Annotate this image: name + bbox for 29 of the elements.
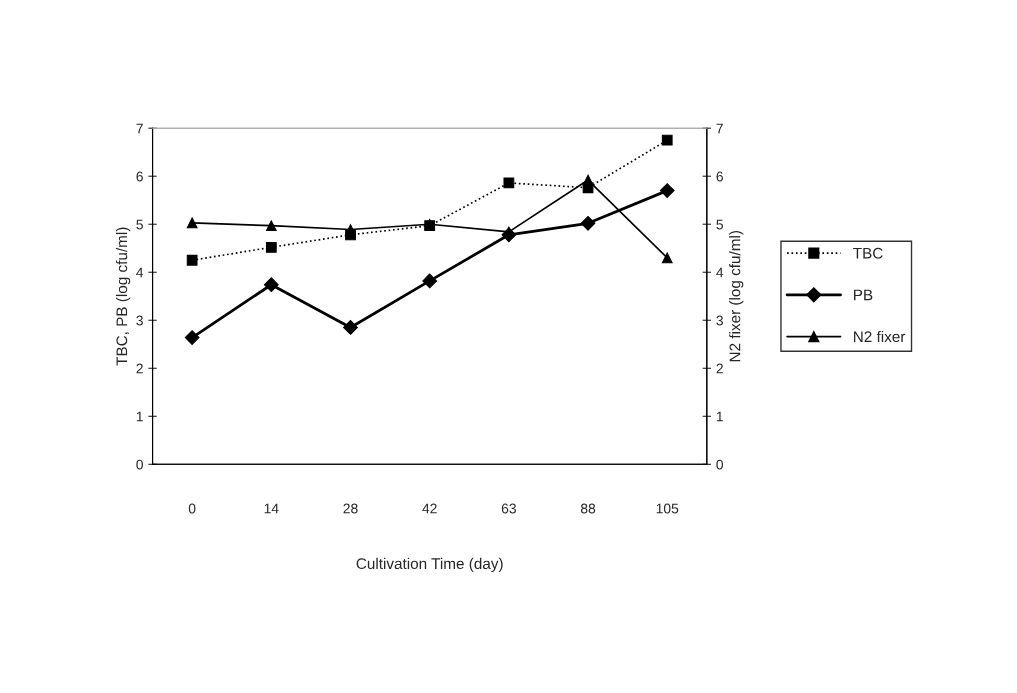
y-tick-label: 6 xyxy=(136,171,143,182)
y2-tick-label: 3 xyxy=(716,315,723,326)
y-tick-label: 5 xyxy=(136,219,143,230)
x-tick-label: 28 xyxy=(343,503,358,514)
x-tick-label: 105 xyxy=(656,503,679,514)
y2-tick-label: 5 xyxy=(716,219,723,230)
y2-tick-label: 1 xyxy=(716,411,723,422)
y-tick-label: 4 xyxy=(136,267,144,278)
y2-tick-label: 7 xyxy=(716,123,723,134)
y-tick-label: 0 xyxy=(136,459,143,470)
legend-label: TBC xyxy=(853,247,883,259)
y2-tick-label: 6 xyxy=(716,171,723,182)
y2-tick-label: 4 xyxy=(716,267,724,278)
y2-tick-label: 2 xyxy=(716,363,723,374)
x-tick-label: 14 xyxy=(264,503,279,514)
x-tick-label: 42 xyxy=(422,503,437,514)
x-tick-label: 0 xyxy=(188,503,196,514)
x-tick-label: 63 xyxy=(501,503,516,514)
legend-label: N2 fixer xyxy=(854,330,906,343)
legend-label: PB xyxy=(854,289,873,301)
y2-tick-label: 0 xyxy=(716,459,724,470)
y-axis-title: TBC, PB (log cfu/ml) xyxy=(116,227,131,366)
y-tick-label: 2 xyxy=(136,363,143,374)
y2-axis-title: N2 fixer (log cfu/ml) xyxy=(729,230,744,362)
x-axis-title: Cultivation Time (day) xyxy=(356,557,503,573)
x-tick-label: 88 xyxy=(580,503,596,514)
y-tick-label: 3 xyxy=(136,315,143,326)
y-tick-label: 1 xyxy=(136,411,143,422)
y-tick-label: 7 xyxy=(136,123,143,134)
